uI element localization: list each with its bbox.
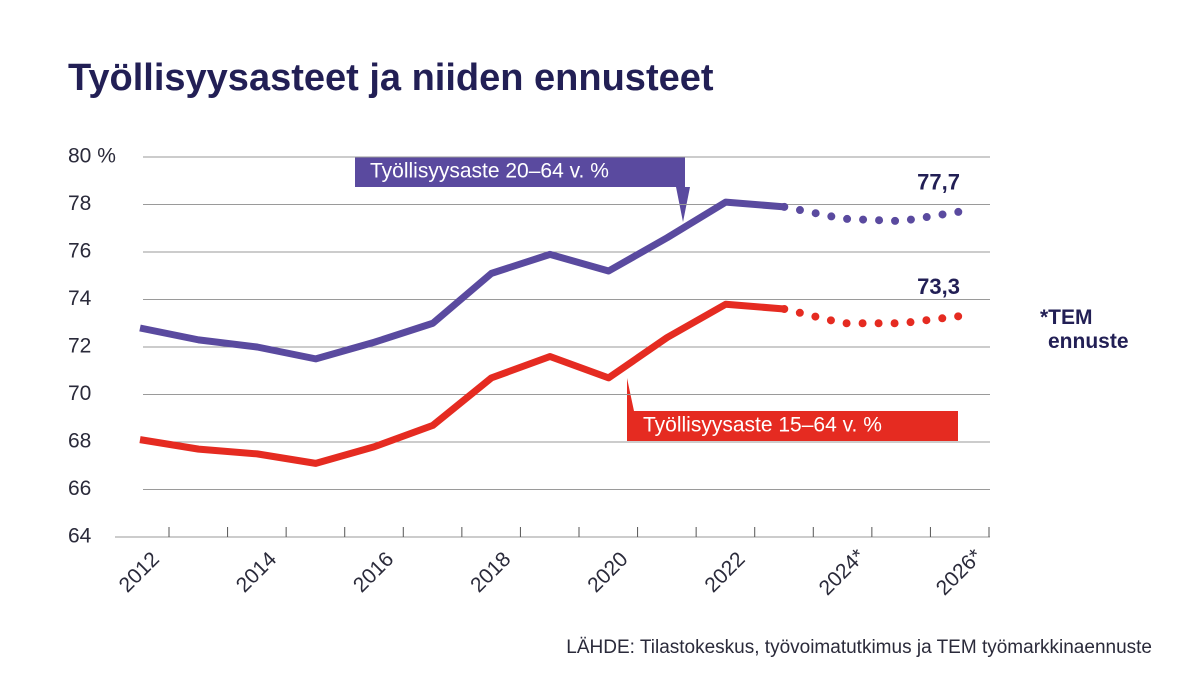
forecast-line	[780, 305, 964, 328]
y-tick-label: 68	[68, 430, 91, 453]
series-line	[139, 198, 785, 363]
end-label: 77,7	[917, 169, 960, 194]
y-tick-label: 76	[68, 240, 91, 263]
x-tick-label: 2026*	[932, 545, 987, 600]
x-tick-label: 2016	[349, 548, 398, 597]
x-tick-label: 2014	[232, 547, 282, 597]
forecast-note: *TEM ennuste	[1040, 306, 1129, 353]
x-tick-label: 2024*	[815, 545, 870, 600]
x-tick-label: 2020	[583, 548, 632, 597]
y-tick-label: 72	[68, 335, 91, 358]
y-tick-label: 78	[68, 192, 91, 215]
series-line	[139, 300, 785, 467]
label-box	[627, 378, 958, 441]
end-label: 73,3	[917, 274, 960, 299]
y-tick-label: 66	[68, 477, 91, 500]
forecast-line	[780, 202, 964, 226]
forecast-note-text: *TEM ennuste	[1040, 306, 1129, 353]
chart-title: Työllisyysasteet ja niiden ennusteet	[68, 57, 714, 99]
x-tick-label: 2018	[466, 548, 515, 597]
label-box	[355, 157, 690, 222]
x-tick-label: 2012	[115, 548, 164, 597]
y-tick-label: 64	[68, 525, 92, 548]
y-tick-label: 70	[68, 382, 91, 405]
y-tick-label: 80 %	[68, 145, 116, 168]
series-label: Työllisyysaste 20–64 v. %	[370, 160, 609, 183]
source: LÄHDE: Tilastokeskus, työvoimatutkimus j…	[566, 637, 1152, 658]
y-tick-label: 74	[68, 287, 92, 310]
series-label: Työllisyysaste 15–64 v. %	[643, 414, 882, 437]
x-tick-label: 2022	[700, 548, 749, 597]
